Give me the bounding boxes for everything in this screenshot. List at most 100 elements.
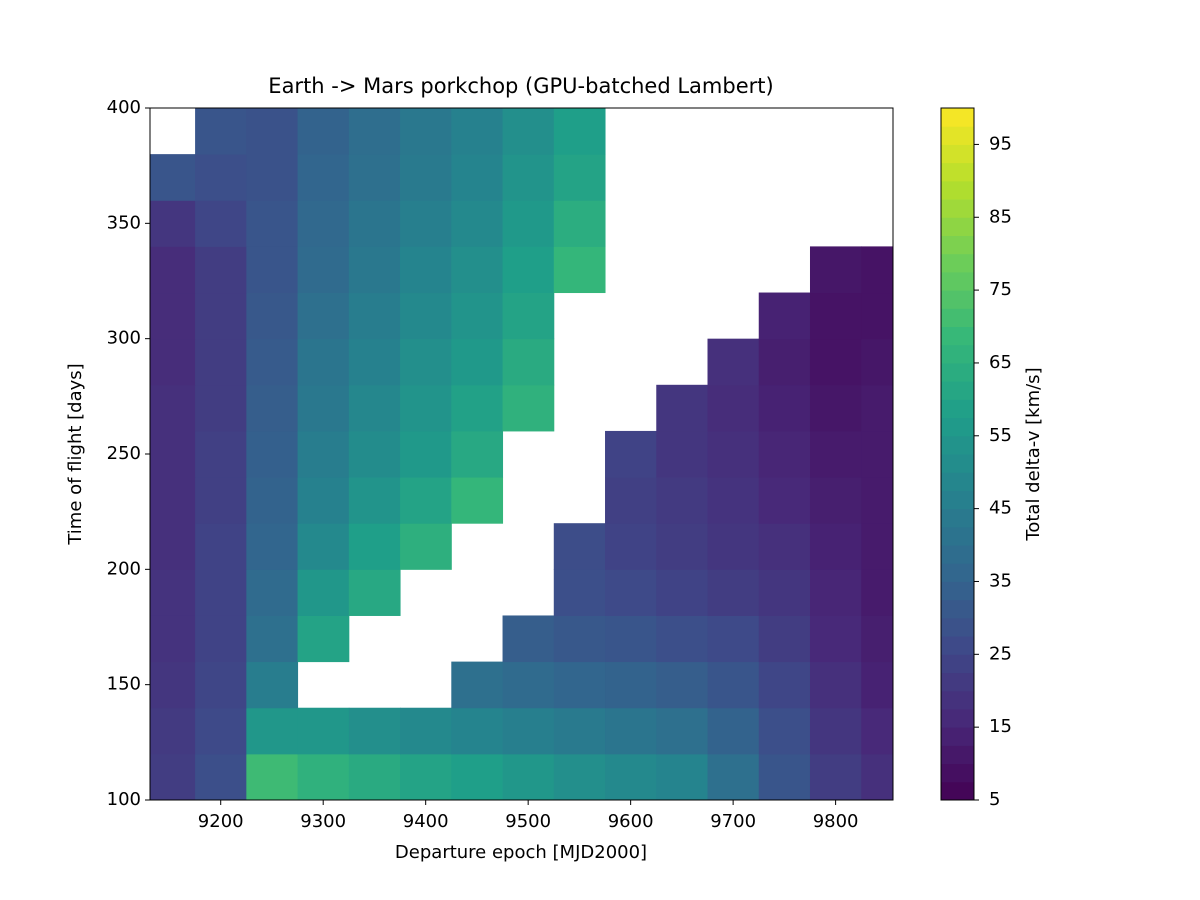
contour-cell: [861, 477, 893, 524]
contour-cell: [707, 707, 760, 755]
colorbar-band: [941, 636, 974, 655]
colorbar-tick-label: 5: [989, 789, 1000, 810]
colorbar-label: Total delta-v [km/s]: [1023, 367, 1044, 541]
contour-cell: [348, 292, 401, 340]
contour-cell: [297, 615, 350, 663]
contour-cell: [656, 384, 709, 432]
contour-cell: [297, 200, 350, 247]
contour-cell: [297, 477, 350, 524]
contour-cell: [348, 753, 401, 800]
contour-cell: [451, 753, 504, 800]
contour-cell: [553, 200, 606, 247]
x-tick-label: 9500: [505, 811, 551, 832]
contour-cell: [758, 661, 811, 709]
contour-cell: [861, 430, 893, 478]
contour-cell: [195, 661, 247, 709]
colorbar-band: [941, 454, 974, 473]
contour-cell: [656, 569, 709, 616]
colorbar-band: [941, 199, 974, 218]
contour-cell: [809, 753, 862, 800]
contour-cell: [451, 200, 504, 247]
contour-cell: [400, 477, 452, 524]
colorbar-tick-label: 85: [989, 206, 1012, 227]
contour-cell: [758, 430, 811, 478]
colorbar-band: [941, 271, 974, 291]
contour-cell: [605, 569, 657, 616]
contour-cell: [195, 384, 247, 432]
contour-cell: [150, 200, 196, 247]
contour-cell: [553, 569, 606, 616]
y-tick-label: 400: [107, 97, 141, 118]
contour-cell: [150, 661, 196, 709]
contour-cell: [150, 430, 196, 478]
colorbar-band: [941, 144, 974, 164]
contour-cell: [400, 200, 452, 247]
contour-cell: [150, 569, 196, 616]
contour-cell: [348, 569, 401, 616]
contour-cell: [861, 661, 893, 709]
contour-cell: [861, 523, 893, 570]
colorbar-band: [941, 763, 974, 783]
contour-cell: [348, 246, 401, 294]
contour-cell: [348, 384, 401, 432]
colorbar-band: [941, 727, 974, 746]
colorbar-band: [941, 745, 974, 765]
contour-cell: [502, 384, 555, 432]
x-tick-label: 9200: [198, 811, 244, 832]
contour-cell: [758, 753, 811, 800]
contour-cell: [605, 523, 657, 570]
colorbar-band: [941, 253, 974, 273]
contour-cell: [297, 753, 350, 800]
y-tick-label: 100: [107, 789, 141, 810]
contour-cell: [348, 154, 401, 201]
contour-cell: [150, 338, 196, 386]
contour-cell: [348, 430, 401, 478]
contour-cell: [150, 154, 196, 201]
colorbar-tick-label: 25: [989, 643, 1012, 664]
colorbar-band: [941, 108, 974, 127]
contour-cell: [758, 338, 811, 386]
colorbar-band: [941, 672, 974, 692]
contour-cell: [400, 523, 452, 570]
contour-cell: [553, 246, 606, 294]
contour-cell: [502, 246, 555, 294]
contour-cell: [451, 246, 504, 294]
colorbar-tick-label: 75: [989, 279, 1012, 300]
colorbar-band: [941, 690, 974, 710]
contour-cell: [707, 384, 760, 432]
contour-cell: [758, 569, 811, 616]
contour-cell: [553, 523, 606, 570]
contour-cell: [656, 430, 709, 478]
colorbar-band: [941, 326, 974, 346]
contour-cell: [502, 338, 555, 386]
contour-cell: [195, 707, 247, 755]
contour-cell: [400, 384, 452, 432]
contour-cell: [502, 615, 555, 663]
contour-cell: [605, 615, 657, 663]
contour-cell: [502, 200, 555, 247]
contour-cell: [348, 200, 401, 247]
colorbar-band: [941, 654, 974, 674]
colorbar-band: [941, 235, 974, 255]
contour-cell: [400, 246, 452, 294]
contour-cell: [195, 477, 247, 524]
colorbar-band: [941, 344, 974, 364]
contour-cell: [195, 200, 247, 247]
contour-cell: [758, 384, 811, 432]
contour-cell: [809, 384, 862, 432]
contour-cell: [246, 246, 299, 294]
contour-cell: [400, 108, 452, 155]
contour-cell: [150, 477, 196, 524]
contour-cell: [758, 523, 811, 570]
colorbar-band: [941, 508, 974, 528]
x-tick-label: 9800: [813, 811, 859, 832]
contour-cell: [809, 430, 862, 478]
contour-cell: [502, 108, 555, 155]
contour-cell: [451, 661, 504, 709]
contour-cell: [605, 661, 657, 709]
contour-cell: [656, 523, 709, 570]
y-tick-label: 350: [107, 212, 141, 233]
contour-cell: [400, 707, 452, 755]
contour-cell: [553, 707, 606, 755]
contour-cell: [348, 707, 401, 755]
